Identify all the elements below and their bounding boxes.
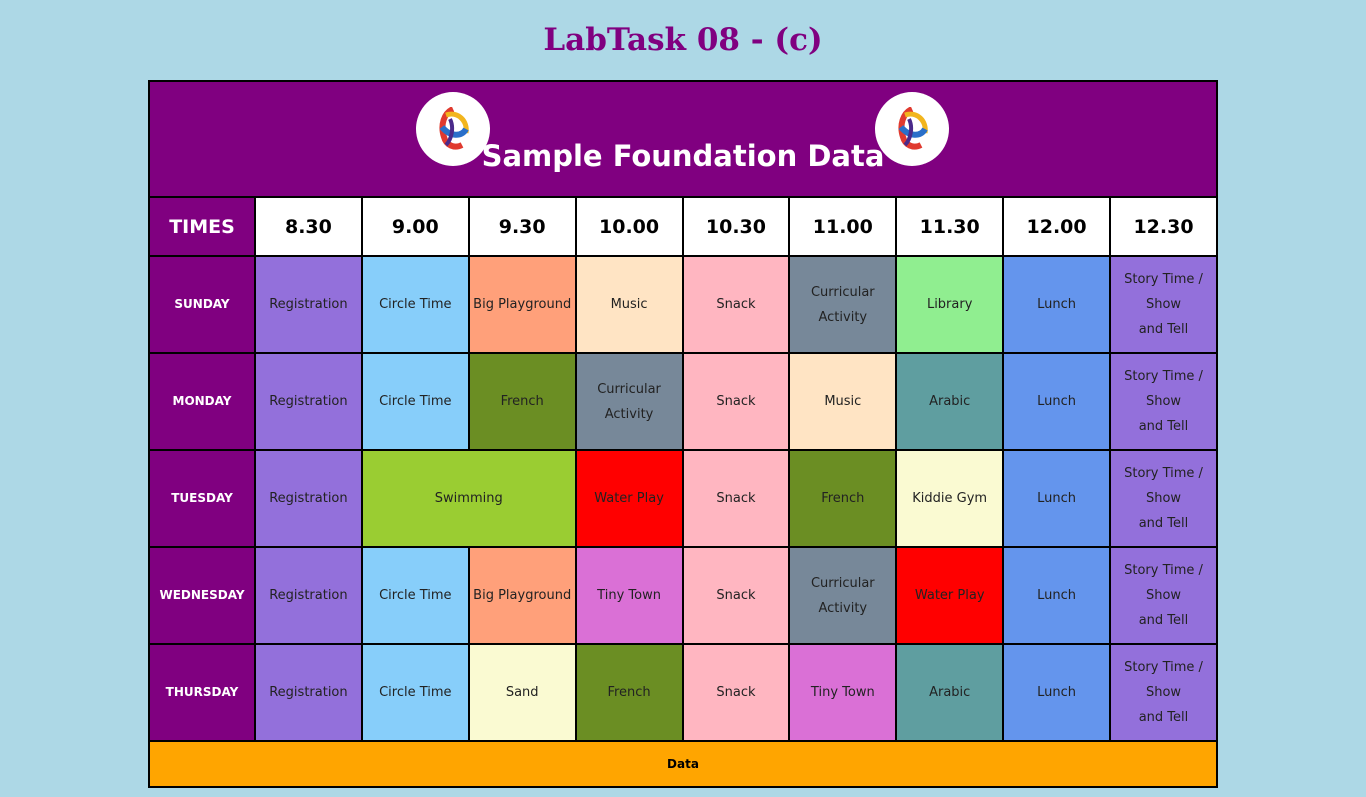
day-label: TUESDAY bbox=[148, 449, 256, 548]
activity-cell: Tiny Town bbox=[788, 643, 898, 742]
activity-cell: Registration bbox=[254, 352, 363, 451]
activity-cell: Registration bbox=[254, 643, 363, 742]
activity-cell: Lunch bbox=[1002, 449, 1111, 548]
activity-cell: Kiddie Gym bbox=[895, 449, 1005, 548]
day-row-sunday: SUNDAY Registration Circle Time Big Playgro… bbox=[148, 255, 1218, 354]
time-header: 11.00 bbox=[788, 196, 898, 257]
activity-cell: Curricular Activity bbox=[574, 352, 684, 451]
activity-cell: Story Time / Show and Tell bbox=[1109, 449, 1218, 548]
activity-cell: Registration bbox=[254, 546, 363, 645]
activity-cell: Circle Time bbox=[360, 255, 470, 354]
footer-row: Data bbox=[148, 740, 1218, 788]
activity-cell: Library bbox=[895, 255, 1005, 354]
day-label: WEDNESDAY bbox=[148, 546, 256, 645]
activity-cell: Story Time / Show and Tell bbox=[1109, 255, 1218, 354]
day-label: SUNDAY bbox=[148, 255, 256, 354]
activity-cell: Snack bbox=[681, 643, 791, 742]
activity-cell: Snack bbox=[681, 449, 791, 548]
time-header: 9.30 bbox=[467, 196, 577, 257]
activity-cell: Water Play bbox=[574, 449, 684, 548]
time-header: 8.30 bbox=[254, 196, 363, 257]
activity-cell: Snack bbox=[681, 255, 791, 354]
globe-logo-icon bbox=[875, 92, 949, 166]
activity-cell: Registration bbox=[254, 449, 363, 548]
activity-cell: Lunch bbox=[1002, 546, 1111, 645]
activity-cell: Arabic bbox=[895, 352, 1005, 451]
banner: Sample Foundation Data bbox=[148, 80, 1218, 198]
activity-cell: Music bbox=[574, 255, 684, 354]
activity-cell: Story Time / Show and Tell bbox=[1109, 352, 1218, 451]
activity-cell: French bbox=[788, 449, 898, 548]
day-row-tuesday: TUESDAY Registration Swimming Water Play Sna… bbox=[148, 449, 1218, 548]
day-row-monday: MONDAY Registration Circle Time French Curri… bbox=[148, 352, 1218, 451]
activity-cell: Snack bbox=[681, 546, 791, 645]
times-header-row: TIMES 8.30 9.00 9.30 10.00 10.30 11.00 1… bbox=[148, 196, 1218, 257]
activity-cell: Curricular Activity bbox=[788, 255, 898, 354]
activity-cell: Curricular Activity bbox=[788, 546, 898, 645]
time-header: 12.00 bbox=[1002, 196, 1111, 257]
time-header: 11.30 bbox=[895, 196, 1005, 257]
banner-title: Sample Foundation Data bbox=[481, 139, 885, 173]
activity-cell: Big Playground bbox=[467, 255, 577, 354]
activity-cell: Snack bbox=[681, 352, 791, 451]
activity-cell: Tiny Town bbox=[574, 546, 684, 645]
day-label: THURSDAY bbox=[148, 643, 256, 742]
activity-cell: Story Time / Show and Tell bbox=[1109, 546, 1218, 645]
activity-cell: Arabic bbox=[895, 643, 1005, 742]
activity-cell: Circle Time bbox=[360, 546, 470, 645]
footer-cell: Data bbox=[148, 740, 1218, 788]
day-row-thursday: THURSDAY Registration Circle Time Sand Frenc… bbox=[148, 643, 1218, 742]
activity-cell: Sand bbox=[467, 643, 577, 742]
activity-cell: Circle Time bbox=[360, 352, 470, 451]
activity-cell: Lunch bbox=[1002, 255, 1111, 354]
timetable: Sample Foundation Data TIMES 8.30 9.00 9… bbox=[148, 80, 1218, 788]
time-header: 12.30 bbox=[1109, 196, 1218, 257]
activity-cell: French bbox=[467, 352, 577, 451]
activity-cell: Big Playground bbox=[467, 546, 577, 645]
time-header: 10.00 bbox=[574, 196, 684, 257]
day-row-wednesday: WEDNESDAY Registration Circle Time Big Play… bbox=[148, 546, 1218, 645]
globe-logo-icon bbox=[416, 92, 490, 166]
activity-cell: Story Time / Show and Tell bbox=[1109, 643, 1218, 742]
time-header: 10.30 bbox=[681, 196, 791, 257]
page-title: LabTask 08 - (c) bbox=[543, 22, 823, 58]
activity-cell: French bbox=[574, 643, 684, 742]
activity-cell: Water Play bbox=[895, 546, 1005, 645]
activity-cell: Registration bbox=[254, 255, 363, 354]
day-label: MONDAY bbox=[148, 352, 256, 451]
activity-cell: Lunch bbox=[1002, 352, 1111, 451]
activity-cell: Music bbox=[788, 352, 898, 451]
banner-row: Sample Foundation Data bbox=[148, 80, 1218, 198]
time-header: 9.00 bbox=[360, 196, 470, 257]
activity-cell: Swimming bbox=[360, 449, 577, 548]
times-label: TIMES bbox=[148, 196, 256, 257]
activity-cell: Lunch bbox=[1002, 643, 1111, 742]
activity-cell: Circle Time bbox=[360, 643, 470, 742]
